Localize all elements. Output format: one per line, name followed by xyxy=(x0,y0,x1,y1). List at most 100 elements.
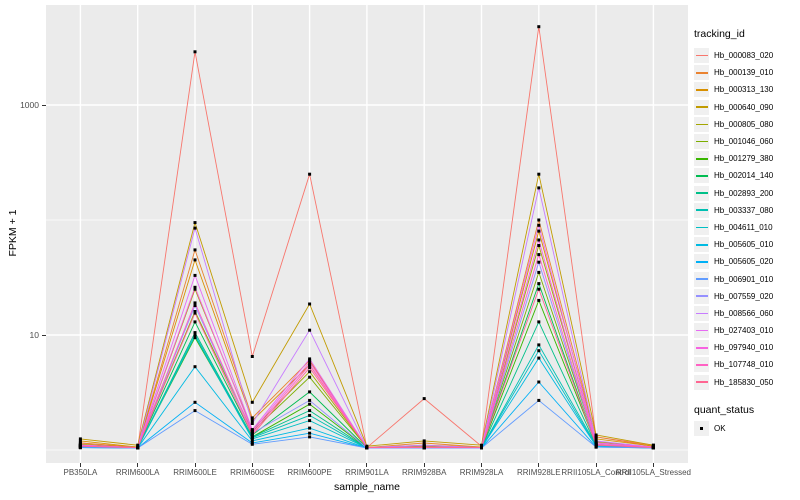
x-tick xyxy=(79,463,81,467)
line-swatch-icon xyxy=(695,123,708,126)
line-swatch-icon xyxy=(695,243,708,246)
legend-item: Hb_107748_010 xyxy=(694,356,798,373)
data-point xyxy=(308,366,312,370)
x-tick-label: RRIM928LA xyxy=(459,468,504,477)
data-point xyxy=(193,304,197,308)
y-tick xyxy=(41,334,46,336)
data-point xyxy=(537,253,541,257)
legend-item-label: Hb_001279_380 xyxy=(714,154,774,164)
x-tick-label: RRII105LA_Stressed xyxy=(615,468,691,477)
data-point xyxy=(422,443,426,447)
y-tick-label: 1000 xyxy=(20,100,39,110)
line-swatch-icon xyxy=(695,140,708,143)
legend-item: Hb_002014_140 xyxy=(694,167,798,184)
legend-key xyxy=(694,65,709,81)
x-tick xyxy=(423,463,425,467)
data-point xyxy=(537,238,541,242)
data-point xyxy=(193,248,197,252)
x-tick-label: RRIM600PE xyxy=(287,468,332,477)
legend-item: Hb_004611_010 xyxy=(694,219,798,236)
data-point xyxy=(308,435,312,439)
data-point xyxy=(193,400,197,404)
data-point xyxy=(250,429,254,433)
data-point xyxy=(594,435,598,439)
legend-item: Hb_006901_010 xyxy=(694,270,798,287)
quant-legend-item: OK xyxy=(694,420,798,437)
data-point xyxy=(537,343,541,347)
data-point xyxy=(537,244,541,247)
data-point xyxy=(594,433,598,437)
y-axis-title: FPKM + 1 xyxy=(7,209,19,257)
legend-item-label: Hb_005605_020 xyxy=(714,257,774,267)
x-tick xyxy=(194,463,196,467)
legend-key xyxy=(694,288,709,304)
line-swatch-icon xyxy=(695,364,708,366)
line-swatch-icon xyxy=(695,261,708,263)
data-point xyxy=(308,402,312,406)
data-point xyxy=(537,218,541,222)
data-point xyxy=(193,409,197,413)
legend-item-label: Hb_107748_010 xyxy=(714,360,774,370)
data-point xyxy=(594,437,598,441)
legend-key xyxy=(694,254,709,270)
data-point xyxy=(422,439,426,443)
line-swatch-icon xyxy=(695,381,708,384)
data-point xyxy=(537,380,541,384)
data-point xyxy=(250,428,254,432)
data-point xyxy=(594,443,598,447)
legend-item-label: Hb_000640_090 xyxy=(714,102,774,112)
line-swatch-icon xyxy=(695,209,708,212)
line-swatch-icon xyxy=(695,157,708,160)
legend-item-label: Hb_027403_010 xyxy=(714,326,774,336)
data-point xyxy=(193,258,197,262)
data-point xyxy=(422,441,426,445)
data-point xyxy=(308,419,312,423)
data-point xyxy=(537,186,541,190)
line-swatch-icon xyxy=(695,312,708,315)
legend-key xyxy=(694,185,709,201)
legend-item: Hb_007559_020 xyxy=(694,288,798,305)
data-point xyxy=(308,375,312,379)
legend: tracking_id Hb_000083_020 Hb_000139_010 … xyxy=(694,28,798,437)
data-point xyxy=(308,409,312,413)
x-tick-label: RRIM928LE xyxy=(517,468,561,477)
legend-item: Hb_001279_380 xyxy=(694,150,798,167)
data-point xyxy=(193,50,197,54)
data-point xyxy=(651,443,655,447)
data-point xyxy=(308,328,312,332)
data-point xyxy=(537,287,541,291)
data-point xyxy=(308,359,312,362)
quant-legend-items: OK xyxy=(694,420,798,437)
legend-title-quant-status: quant_status xyxy=(694,403,755,416)
y-tick-label: 10 xyxy=(29,330,39,340)
data-point xyxy=(193,310,197,313)
data-point xyxy=(651,446,655,450)
data-point xyxy=(537,320,541,324)
data-point xyxy=(308,413,312,417)
legend-key xyxy=(694,357,709,373)
data-point xyxy=(480,446,483,450)
line-swatch-icon xyxy=(695,175,708,177)
legend-item: Hb_000139_010 xyxy=(694,64,798,81)
data-point xyxy=(193,311,197,315)
legend-item-label: Hb_001046_060 xyxy=(714,137,774,147)
legend-item-label: Hb_002014_140 xyxy=(714,171,774,181)
legend-key xyxy=(694,202,709,218)
legend-key xyxy=(694,116,709,132)
data-point xyxy=(193,287,197,291)
line-swatch-icon xyxy=(695,295,708,298)
legend-key xyxy=(694,99,709,115)
data-point xyxy=(193,334,197,338)
quant-item-label: OK xyxy=(714,423,726,433)
legend-title-tracking-id: tracking_id xyxy=(694,28,745,40)
legend-item: Hb_003337_080 xyxy=(694,202,798,219)
data-point xyxy=(250,400,254,404)
data-point xyxy=(594,445,598,449)
data-point xyxy=(308,398,312,402)
data-point xyxy=(250,431,254,435)
legend-item: Hb_000805_080 xyxy=(694,116,798,133)
data-point xyxy=(250,422,254,425)
data-point xyxy=(78,437,82,441)
data-point xyxy=(422,397,426,401)
data-point xyxy=(308,360,312,364)
